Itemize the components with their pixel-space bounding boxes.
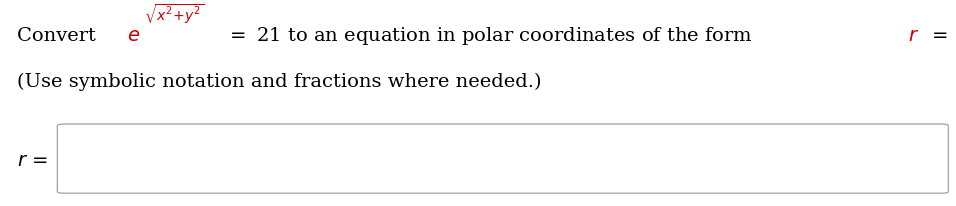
Text: $=$: $=$ [922,27,954,45]
Text: $r$: $r$ [908,27,919,45]
Text: $r\, =$: $r\, =$ [17,152,49,170]
Text: (Use symbolic notation and fractions where needed.): (Use symbolic notation and fractions whe… [17,72,542,90]
Text: $e$: $e$ [127,27,141,45]
FancyBboxPatch shape [57,124,948,193]
Text: Convert: Convert [17,27,102,45]
Text: $=$ 21 to an equation in polar coordinates of the form: $=$ 21 to an equation in polar coordinat… [220,25,753,47]
Text: $\sqrt{x^2\!+\!y^2}$: $\sqrt{x^2\!+\!y^2}$ [144,2,205,26]
